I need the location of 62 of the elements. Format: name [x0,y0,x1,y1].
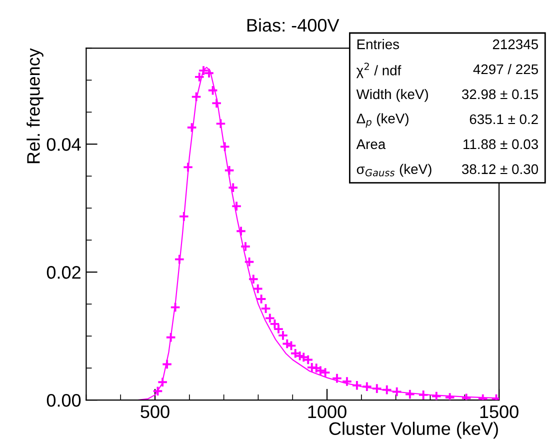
y-tick-label: 0.04 [46,138,81,151]
annotation: Area [356,139,386,150]
point [157,376,168,388]
point [174,254,185,265]
point [320,367,331,378]
point [240,241,251,252]
point [264,312,276,324]
point [215,118,226,130]
chart-title: Bias: -400V [247,18,340,32]
point [252,283,264,294]
annotation: 635.1 ± 0.2 [470,114,538,124]
point [342,376,352,387]
point [162,358,172,370]
point [219,141,230,152]
x-axis-title: Cluster Volume (keV) [329,422,498,439]
point [269,318,280,330]
y-tick-label: 0.00 [46,394,81,407]
point [418,390,429,400]
point [182,162,194,173]
point [278,330,288,341]
point [248,274,259,285]
point [152,386,164,396]
x-tick-label: 1500 [480,405,518,418]
point [170,302,181,313]
point [352,380,362,391]
point [256,294,267,304]
annotation: Δ$_{p}$ (keV) [356,113,408,128]
point [444,392,456,400]
point [228,182,238,194]
point [165,332,176,343]
point [231,200,242,212]
point [190,91,202,102]
point [244,256,255,268]
annotation: 212345 [492,39,538,50]
point [391,386,402,398]
annotation: χ$^{2}$ / ndf [356,62,402,78]
point [204,68,214,78]
annotation: 11.88 ± 0.03 [464,139,538,150]
point [404,388,416,400]
annotation: Entries [357,39,400,50]
y-axis-title: Rel. frequency [26,48,44,164]
point [273,324,284,334]
annotation: 4297 / 225 [473,64,538,74]
point [186,122,198,133]
point [178,211,190,222]
point [372,383,382,394]
point [236,226,246,237]
annotation: σ$_{Gauss}$ (keV) [356,164,432,177]
point [207,85,218,96]
point [382,384,392,396]
point [211,98,222,109]
point [224,165,235,176]
annotation: 32.98 ± 0.15 [462,89,538,100]
x-tick-label: 500 [140,405,170,418]
point [362,381,372,392]
point [332,372,342,384]
point [260,303,272,314]
y-tick-label: 0.02 [46,266,80,279]
annotation: Width (keV) [356,88,428,102]
annotation: 38.12 ± 0.30 [462,164,538,174]
point [431,390,442,400]
x-tick-label: 1000 [308,405,346,418]
